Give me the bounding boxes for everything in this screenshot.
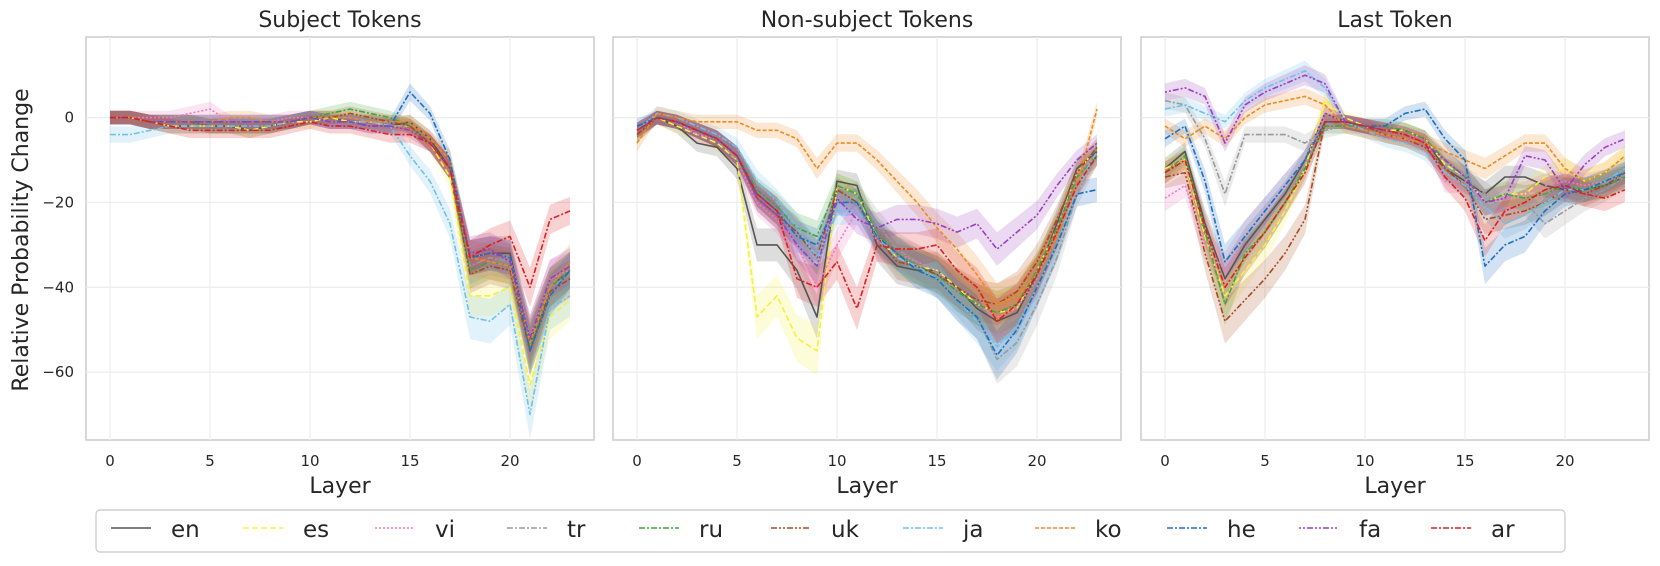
x-tick-label: 10 [827, 452, 846, 470]
legend-label-he: he [1227, 517, 1256, 543]
confidence-band-he [1165, 101, 1625, 285]
confidence-band-ru [110, 101, 570, 371]
confidence-band-fa [1165, 65, 1625, 216]
series-line-ko [636, 108, 1098, 306]
series-line-fa [1164, 74, 1626, 204]
x-axis-label: Layer [309, 474, 371, 499]
x-tick-label: 10 [1355, 452, 1374, 470]
panel-title: Non-subject Tokens [761, 8, 974, 33]
series-line-ar [636, 116, 1098, 322]
confidence-band-ko [637, 101, 1097, 326]
x-tick-label: 20 [1027, 452, 1046, 470]
panel-title: Last Token [1337, 8, 1452, 33]
x-axis-label: Layer [836, 474, 898, 499]
x-tick-label: 0 [632, 452, 642, 470]
series-line-ko [1164, 95, 1626, 182]
x-tick-label: 20 [500, 452, 519, 470]
panel-3: 0 5 10 15 20 Last Token Layer [1140, 8, 1650, 499]
x-tick-label: 0 [1160, 452, 1170, 470]
x-tick-label: 15 [1455, 452, 1474, 470]
x-tick-label: 10 [300, 452, 319, 470]
confidence-band-vi [110, 101, 570, 362]
confidence-band-en [637, 110, 1097, 344]
legend-box [95, 509, 1566, 553]
series-line-ja [1164, 70, 1626, 225]
confidence-band-tr [637, 110, 1097, 385]
plot-area [636, 101, 1098, 385]
legend-label-en: en [171, 517, 200, 543]
confidence-band-ko [110, 110, 570, 367]
legend-label-vi: vi [435, 517, 455, 543]
legend-label-uk: uk [831, 517, 860, 543]
legend-label-ja: ja [962, 517, 983, 543]
series-line-he [636, 116, 1098, 356]
series-line-ar [110, 116, 571, 289]
confidence-band-es [637, 110, 1097, 376]
x-tick-label: 5 [732, 452, 742, 470]
confidence-band-uk [110, 106, 570, 376]
panel-2: 0 5 10 15 20 Non-subject Tokens Layer [612, 8, 1122, 499]
panel-1: 0 5 10 15 20 0 −20 −40 −60 Subject Tokens Layer [42, 8, 595, 499]
x-tick-label: 0 [105, 452, 115, 470]
legend-label-fa: fa [1359, 517, 1381, 543]
series-line-ar [1164, 121, 1626, 289]
legend-label-ar: ar [1491, 517, 1515, 543]
series-line-ru [636, 116, 1098, 314]
series-line-fa [110, 116, 571, 339]
y-axis-label: Relative Probability Change [9, 88, 34, 391]
y-tick-label: −60 [42, 363, 74, 381]
panel-title: Subject Tokens [258, 8, 421, 33]
x-tick-label: 5 [1260, 452, 1270, 470]
series-line-es [636, 116, 1098, 352]
x-tick-label: 20 [1555, 452, 1574, 470]
legend: en es vi tr ru uk ja ko he fa ar [95, 509, 1566, 553]
series-line-en [636, 116, 1098, 322]
series-line-he [1164, 108, 1626, 267]
x-tick-label: 15 [400, 452, 419, 470]
confidence-band-ar [110, 110, 570, 307]
confidence-band-fa [637, 110, 1097, 285]
legend-label-ru: ru [699, 517, 723, 543]
x-axis-label: Layer [1364, 474, 1426, 499]
confidence-band-tr [1165, 92, 1625, 239]
x-tick-label: 15 [927, 452, 946, 470]
panel-frame [1140, 36, 1650, 441]
confidence-band-fa [110, 110, 570, 362]
confidence-band-en [110, 110, 570, 367]
panel-frame [85, 36, 595, 441]
legend-label-ko: ko [1095, 517, 1122, 543]
confidence-band-ar [637, 110, 1097, 344]
series-line-ru [1164, 125, 1626, 306]
x-tick-label: 5 [205, 452, 215, 470]
series-line-ko [110, 116, 571, 344]
plot-area [1164, 60, 1626, 344]
legend-label-tr: tr [567, 517, 586, 543]
y-tick-label: 0 [64, 109, 74, 127]
confidence-band-ja [637, 106, 1097, 371]
panel-frame [612, 36, 1122, 441]
series-line-tr [636, 116, 1098, 361]
y-tick-label: −20 [42, 193, 74, 211]
plot-area [110, 83, 571, 440]
y-tick-label: −40 [42, 278, 74, 296]
legend-label-es: es [303, 517, 329, 543]
series-line-vi [110, 108, 571, 339]
series-line-fa [636, 116, 1098, 267]
series-line-es [1164, 99, 1626, 297]
